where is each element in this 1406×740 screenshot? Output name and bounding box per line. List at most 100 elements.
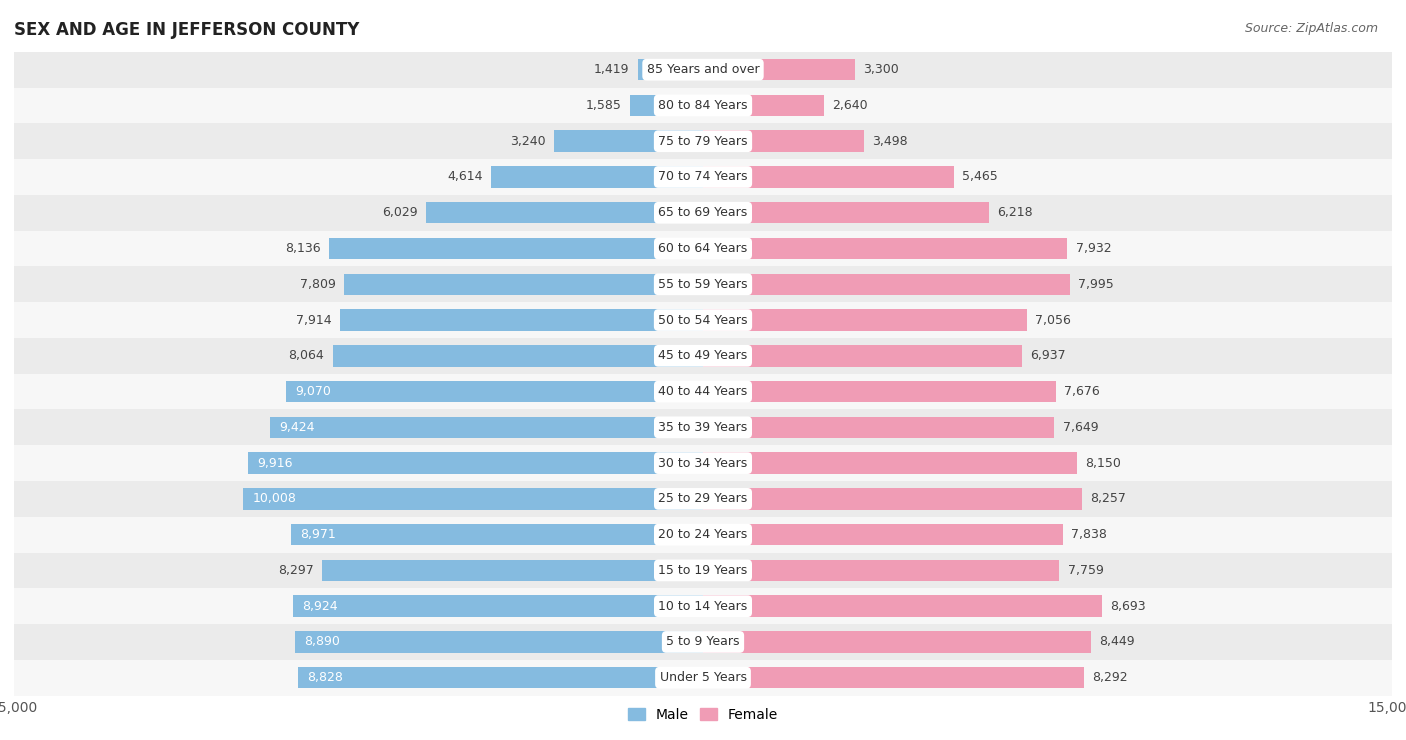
Text: 8,971: 8,971 (299, 528, 336, 541)
Legend: Male, Female: Male, Female (623, 702, 783, 727)
Bar (14, 409, 1392, 445)
Text: 35 to 39 Years: 35 to 39 Years (658, 421, 748, 434)
Bar (322, 559, 703, 581)
Bar (703, 524, 1063, 545)
Bar (243, 488, 703, 510)
Text: 7,914: 7,914 (295, 314, 332, 326)
Bar (298, 667, 703, 688)
Text: 45 to 49 Years: 45 to 49 Years (658, 349, 748, 363)
Text: 25 to 29 Years: 25 to 29 Years (658, 492, 748, 505)
Bar (703, 274, 1070, 295)
Bar (344, 274, 703, 295)
Text: 7,838: 7,838 (1071, 528, 1107, 541)
Text: 8,693: 8,693 (1111, 599, 1146, 613)
Bar (703, 345, 1022, 366)
Text: 2,640: 2,640 (832, 99, 868, 112)
Text: 7,809: 7,809 (301, 278, 336, 291)
Text: 8,890: 8,890 (304, 636, 340, 648)
Text: 15 to 19 Years: 15 to 19 Years (658, 564, 748, 577)
Bar (14, 195, 1392, 231)
Text: 5,465: 5,465 (962, 170, 998, 184)
Bar (295, 631, 703, 653)
Bar (292, 596, 703, 617)
Bar (703, 452, 1077, 474)
Bar (426, 202, 703, 223)
Text: 55 to 59 Years: 55 to 59 Years (658, 278, 748, 291)
Bar (14, 266, 1392, 302)
Text: 8,297: 8,297 (278, 564, 314, 577)
Text: 6,218: 6,218 (997, 206, 1032, 219)
Bar (14, 87, 1392, 124)
Text: 8,924: 8,924 (302, 599, 337, 613)
Bar (703, 417, 1054, 438)
Text: 8,136: 8,136 (285, 242, 321, 255)
Bar (14, 159, 1392, 195)
Text: 60 to 64 Years: 60 to 64 Years (658, 242, 748, 255)
Text: Under 5 Years: Under 5 Years (659, 671, 747, 685)
Bar (703, 238, 1067, 259)
Text: 70 to 74 Years: 70 to 74 Years (658, 170, 748, 184)
Text: 3,498: 3,498 (872, 135, 907, 148)
Text: 9,424: 9,424 (280, 421, 315, 434)
Text: 7,676: 7,676 (1064, 385, 1099, 398)
Bar (14, 124, 1392, 159)
Text: 7,759: 7,759 (1067, 564, 1104, 577)
Bar (703, 596, 1102, 617)
Text: 8,064: 8,064 (288, 349, 325, 363)
Bar (703, 667, 1084, 688)
Text: 7,932: 7,932 (1076, 242, 1111, 255)
Text: 10 to 14 Years: 10 to 14 Years (658, 599, 748, 613)
Bar (287, 381, 703, 403)
Text: 1,585: 1,585 (586, 99, 621, 112)
Bar (638, 59, 703, 81)
Bar (703, 309, 1026, 331)
Bar (333, 345, 703, 366)
Bar (14, 231, 1392, 266)
Bar (14, 624, 1392, 660)
Text: 8,257: 8,257 (1091, 492, 1126, 505)
Text: Source: ZipAtlas.com: Source: ZipAtlas.com (1244, 22, 1378, 36)
Text: 65 to 69 Years: 65 to 69 Years (658, 206, 748, 219)
Text: 10,008: 10,008 (253, 492, 297, 505)
Text: 6,029: 6,029 (382, 206, 418, 219)
Text: 8,449: 8,449 (1099, 636, 1135, 648)
Text: 1,419: 1,419 (595, 63, 630, 76)
Bar (14, 481, 1392, 517)
Bar (14, 588, 1392, 624)
Text: 85 Years and over: 85 Years and over (647, 63, 759, 76)
Text: 4,614: 4,614 (447, 170, 482, 184)
Bar (703, 130, 863, 152)
Bar (703, 488, 1083, 510)
Text: 3,240: 3,240 (510, 135, 546, 148)
Text: 3,300: 3,300 (863, 63, 898, 76)
Text: 8,292: 8,292 (1092, 671, 1128, 685)
Bar (270, 417, 703, 438)
Text: 40 to 44 Years: 40 to 44 Years (658, 385, 748, 398)
Text: 7,995: 7,995 (1078, 278, 1114, 291)
Text: 7,649: 7,649 (1063, 421, 1098, 434)
Bar (14, 302, 1392, 338)
Bar (554, 130, 703, 152)
Bar (329, 238, 703, 259)
Text: 6,937: 6,937 (1029, 349, 1066, 363)
Bar (14, 445, 1392, 481)
Bar (491, 166, 703, 188)
Bar (703, 95, 824, 116)
Bar (291, 524, 703, 545)
Bar (703, 59, 855, 81)
Text: 8,828: 8,828 (307, 671, 343, 685)
Bar (14, 338, 1392, 374)
Text: 7,056: 7,056 (1035, 314, 1071, 326)
Bar (703, 202, 988, 223)
Bar (630, 95, 703, 116)
Bar (339, 309, 703, 331)
Bar (703, 631, 1091, 653)
Text: 20 to 24 Years: 20 to 24 Years (658, 528, 748, 541)
Bar (14, 660, 1392, 696)
Text: 50 to 54 Years: 50 to 54 Years (658, 314, 748, 326)
Text: 9,916: 9,916 (257, 457, 292, 470)
Text: 9,070: 9,070 (295, 385, 332, 398)
Text: 5 to 9 Years: 5 to 9 Years (666, 636, 740, 648)
Text: 80 to 84 Years: 80 to 84 Years (658, 99, 748, 112)
Text: SEX AND AGE IN JEFFERSON COUNTY: SEX AND AGE IN JEFFERSON COUNTY (14, 21, 360, 39)
